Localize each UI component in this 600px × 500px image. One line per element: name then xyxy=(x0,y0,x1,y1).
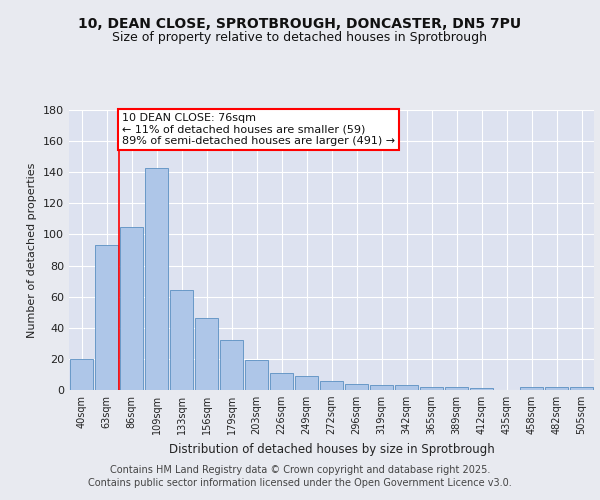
Bar xyxy=(295,376,319,390)
Text: 10 DEAN CLOSE: 76sqm
← 11% of detached houses are smaller (59)
89% of semi-detac: 10 DEAN CLOSE: 76sqm ← 11% of detached h… xyxy=(121,113,395,146)
Bar xyxy=(220,340,244,390)
Bar xyxy=(119,226,143,390)
Bar xyxy=(320,380,343,390)
Bar xyxy=(545,387,568,390)
Bar xyxy=(569,387,593,390)
Bar xyxy=(95,246,118,390)
Bar xyxy=(269,373,293,390)
Bar xyxy=(520,387,544,390)
Text: Contains HM Land Registry data © Crown copyright and database right 2025.: Contains HM Land Registry data © Crown c… xyxy=(110,465,490,475)
Bar xyxy=(194,318,218,390)
Bar xyxy=(170,290,193,390)
Bar xyxy=(395,386,418,390)
Bar xyxy=(70,359,94,390)
Text: 10, DEAN CLOSE, SPROTBROUGH, DONCASTER, DN5 7PU: 10, DEAN CLOSE, SPROTBROUGH, DONCASTER, … xyxy=(79,18,521,32)
Bar xyxy=(344,384,368,390)
X-axis label: Distribution of detached houses by size in Sprotbrough: Distribution of detached houses by size … xyxy=(169,442,494,456)
Bar xyxy=(419,387,443,390)
Y-axis label: Number of detached properties: Number of detached properties xyxy=(28,162,37,338)
Bar xyxy=(370,386,394,390)
Text: Size of property relative to detached houses in Sprotbrough: Size of property relative to detached ho… xyxy=(113,32,487,44)
Bar xyxy=(470,388,493,390)
Bar xyxy=(145,168,169,390)
Bar xyxy=(245,360,268,390)
Bar xyxy=(445,387,469,390)
Text: Contains public sector information licensed under the Open Government Licence v3: Contains public sector information licen… xyxy=(88,478,512,488)
